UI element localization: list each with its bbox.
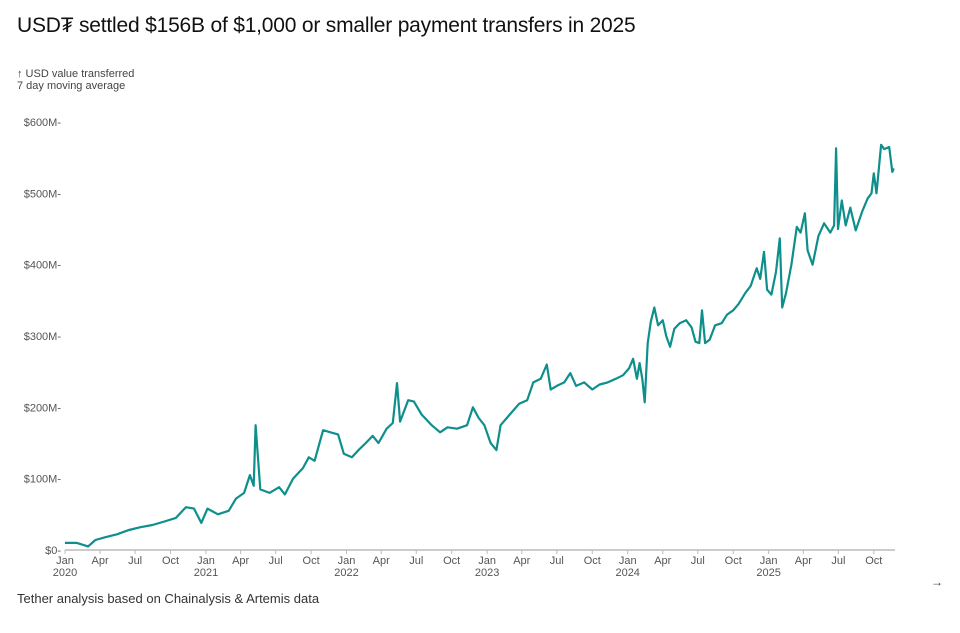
x-tick-label: Apr [373, 555, 390, 567]
y-tick-label: $300M- [24, 331, 62, 343]
y-axis-sublabel: 7 day moving average [17, 80, 126, 92]
x-tick-label: Apr [513, 555, 530, 567]
x-tick-year: 2024 [615, 567, 639, 579]
x-tick-label: Oct [584, 555, 601, 567]
x-tick-label: Oct [443, 555, 460, 567]
x-tick-label: Oct [725, 555, 742, 567]
x-tick-label: Jul [550, 555, 564, 567]
x-tick-label: Oct [162, 555, 179, 567]
x-tick-label: Jan [197, 555, 215, 567]
y-tick-label: $500M- [24, 188, 62, 200]
x-tick-label: Jul [831, 555, 845, 567]
y-tick-label: $400M- [24, 260, 62, 272]
x-tick-label: Oct [303, 555, 320, 567]
series-line [65, 143, 895, 548]
x-tick-label: Jul [691, 555, 705, 567]
y-tick-label: $600M- [24, 117, 62, 129]
x-tick-label: Oct [865, 555, 882, 567]
x-tick-label: Jan [478, 555, 496, 567]
x-tick-label: Jul [269, 555, 283, 567]
y-axis-label: ↑ USD value transferred [17, 68, 135, 80]
x-tick-label: Jan [338, 555, 356, 567]
source-note: Tether analysis based on Chainalysis & A… [17, 591, 320, 606]
x-tick-label: Jul [128, 555, 142, 567]
y-tick-label: $100M- [24, 474, 62, 486]
x-tick-label: Apr [232, 555, 249, 567]
chart-title: USD₮ settled $156B of $1,000 or smaller … [17, 14, 636, 37]
x-tick-label: Jul [409, 555, 423, 567]
x-tick-label: Jan [760, 555, 778, 567]
x-tick-year: 2023 [475, 567, 499, 579]
arrow-right-icon[interactable]: → [931, 575, 943, 589]
x-tick-year: 2022 [334, 567, 358, 579]
x-tick-label: Apr [795, 555, 812, 567]
x-tick-label: Jan [619, 555, 637, 567]
x-tick-year: 2021 [194, 567, 218, 579]
y-tick-label: $0- [45, 545, 61, 557]
x-tick-label: Apr [654, 555, 671, 567]
y-axis-caption: ↑ USD value transferred 7 day moving ave… [17, 68, 134, 92]
x-tick-label: Jan [56, 555, 74, 567]
x-tick-label: Apr [91, 555, 108, 567]
x-tick-year: 2025 [756, 567, 780, 579]
y-tick-label: $200M- [24, 402, 62, 414]
x-tick-year: 2020 [53, 567, 77, 579]
